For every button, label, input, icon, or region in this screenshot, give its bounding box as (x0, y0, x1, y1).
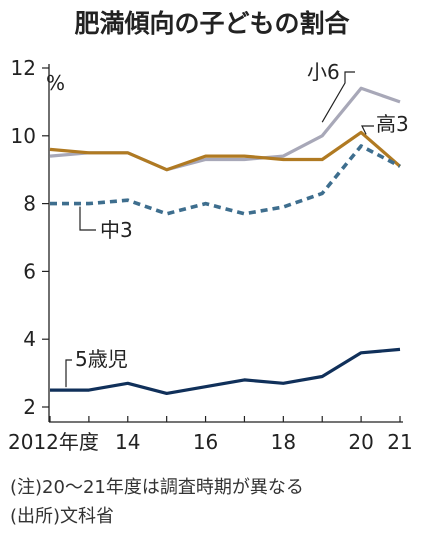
note-survey-timing: (注)20〜21年度は調査時期が異なる (10, 477, 304, 498)
series-leader-2 (79, 206, 96, 231)
chart-title: 肥満傾向の子どもの割合 (74, 9, 350, 38)
y-tick-label: 12 (11, 56, 36, 80)
series-lines (49, 86, 402, 395)
x-tick-label: 20 (348, 430, 373, 454)
x-tick-label: 18 (271, 430, 296, 454)
y-tick-label: 4 (23, 327, 36, 351)
series-line-3 (50, 347, 401, 395)
y-axis-label: % (46, 71, 65, 95)
series-leader-1 (361, 125, 374, 135)
y-tick-label: 6 (23, 259, 36, 283)
series-leader-0 (321, 71, 355, 123)
series-labels: 小6 高3 中3 5歳児 (65, 60, 409, 388)
x-tick-label: 2012年度 (8, 430, 99, 454)
y-tick-label: 2 (23, 395, 36, 419)
x-tick-label: 21 (387, 430, 412, 454)
series-label-1: 高3 (376, 112, 409, 136)
y-axis-ticks: 2 4 6 8 10 12 (11, 56, 50, 422)
series-label-3: 5歳児 (75, 347, 128, 371)
series-line-1 (49, 130, 402, 172)
y-tick-label: 8 (23, 192, 36, 216)
series-leader-3 (65, 359, 72, 388)
x-tick-label: 14 (115, 430, 140, 454)
series-label-2: 中3 (100, 218, 133, 242)
y-tick-label: 10 (11, 124, 36, 148)
x-tick-label: 16 (193, 430, 218, 454)
series-label-0: 小6 (307, 60, 340, 84)
x-axis: 2012年度 14 16 18 20 21 (8, 416, 413, 454)
note-source: (出所)文科省 (10, 506, 114, 527)
